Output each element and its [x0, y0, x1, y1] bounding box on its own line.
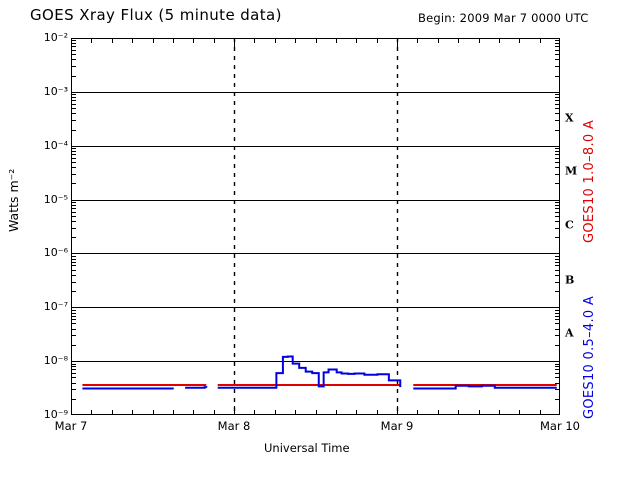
x-tick-label: Mar 7	[54, 419, 88, 433]
flare-class-C: C	[565, 218, 574, 232]
x-axis-tick-labels: Mar 7 Mar 8 Mar 9 Mar 10	[0, 419, 640, 439]
y-tick-label: 10⁻⁹	[43, 408, 68, 421]
flare-class-M: M	[565, 164, 578, 178]
y-tick-label: 10⁻²	[43, 31, 68, 44]
begin-timestamp: Begin: 2009 Mar 7 0000 UTC	[418, 11, 589, 25]
plot-frame	[71, 38, 560, 415]
y-tick-label: 10⁻⁷	[43, 300, 68, 314]
bottom-axis-ticks	[71, 406, 541, 415]
top-axis-ticks	[71, 38, 541, 47]
x-tick-label: Mar 8	[217, 419, 251, 433]
vertical-gridlines	[233, 38, 399, 415]
y-axis-tick-labels: 10⁻² 10⁻³ 10⁻⁴ 10⁻⁵ 10⁻⁶ 10⁻⁷ 10⁻⁸ 10⁻⁹	[0, 0, 68, 480]
plot-canvas	[71, 38, 560, 415]
left-axis-ticks	[71, 40, 80, 400]
flare-class-A: A	[565, 326, 574, 340]
y-tick-label: 10⁻⁴	[43, 138, 68, 152]
x-tick-label: Mar 10	[540, 419, 580, 433]
data-series-layer	[82, 355, 557, 390]
right-axis-ticks	[551, 40, 560, 400]
y-tick-label: 10⁻³	[43, 84, 68, 98]
x-tick-label: Mar 9	[380, 419, 414, 433]
series-1-segment-3	[413, 384, 557, 390]
y-tick-label: 10⁻⁶	[43, 246, 68, 260]
y-tick-label: 10⁻⁵	[43, 192, 68, 206]
flare-class-labels: X M C B A	[560, 0, 584, 480]
y-tick-label: 10⁻⁸	[43, 354, 68, 368]
legend-long-channel: GOES10 1.0–8.0 A	[582, 119, 597, 243]
plot-svg	[71, 38, 560, 415]
series-1-segment-2	[217, 355, 402, 389]
flare-class-X: X	[565, 111, 574, 125]
series-1-segment-1	[185, 386, 208, 389]
legend-short-channel: GOES10 0.5–4.0 A	[582, 295, 597, 419]
page-title: GOES Xray Flux (5 minute data)	[30, 6, 282, 24]
horizontal-gridlines	[71, 92, 560, 362]
x-axis-title: Universal Time	[264, 441, 350, 455]
flare-class-B: B	[565, 273, 575, 287]
